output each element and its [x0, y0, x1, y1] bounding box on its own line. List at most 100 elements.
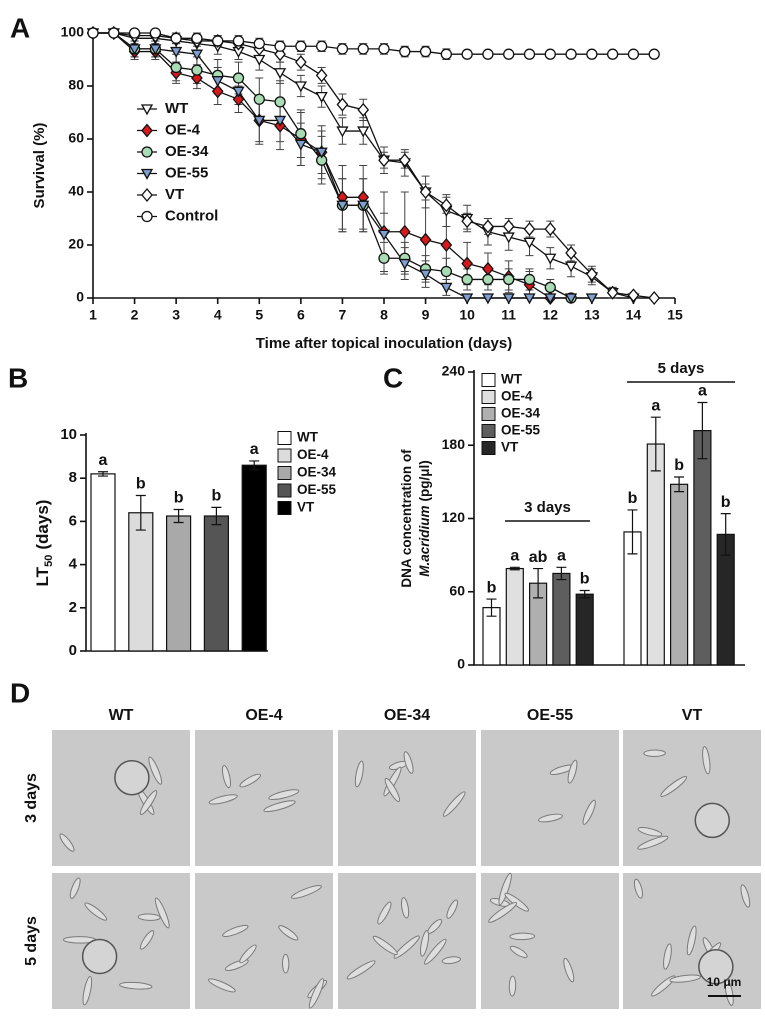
legend-swatch	[481, 407, 496, 421]
y-tick-label: 60	[68, 130, 84, 146]
bar	[90, 473, 116, 652]
cell	[509, 932, 536, 941]
marker	[627, 288, 640, 303]
marker	[273, 68, 287, 80]
marker	[378, 252, 390, 264]
x-tick-label: 14	[626, 307, 642, 323]
legend-swatch	[277, 448, 292, 463]
cell	[222, 924, 249, 937]
cell	[442, 791, 466, 817]
x-tick-label: 13	[584, 307, 600, 323]
marker	[482, 261, 494, 276]
marker	[170, 61, 182, 74]
marker	[232, 72, 245, 84]
cell	[59, 833, 75, 852]
error-bar	[211, 506, 222, 526]
marker	[315, 91, 328, 103]
marker	[440, 265, 453, 278]
marker	[461, 48, 473, 60]
bar	[669, 483, 689, 666]
x-tick-label: 2	[131, 307, 139, 323]
marker	[232, 35, 245, 47]
cell	[427, 919, 443, 934]
significance-letter: a	[651, 397, 660, 414]
panel-label: C	[383, 362, 403, 393]
significance-letter: a	[557, 548, 566, 565]
group-label: 3 days	[524, 499, 571, 516]
y-axis-label: LT50 (days)	[33, 500, 54, 587]
bar	[552, 572, 571, 666]
marker	[398, 224, 411, 239]
error-bar	[650, 416, 661, 472]
marker	[523, 237, 536, 249]
panel-label: B	[8, 362, 28, 393]
marker	[315, 40, 328, 52]
marker	[419, 232, 432, 247]
x-tick-label: 11	[501, 307, 516, 323]
marker	[419, 184, 432, 200]
cell	[268, 789, 300, 800]
bar	[166, 515, 192, 652]
legend-label: VT	[165, 186, 184, 203]
cell	[393, 935, 420, 959]
marker	[253, 54, 266, 66]
marker	[419, 45, 432, 58]
error-bar	[720, 513, 731, 556]
marker	[378, 43, 390, 55]
y-axis-label-unit: (days)	[33, 500, 52, 550]
cell	[139, 790, 158, 815]
cell	[384, 777, 401, 803]
y-tick-label: 0	[76, 289, 84, 305]
significance-letter: b	[487, 579, 497, 596]
error-bar	[509, 566, 520, 571]
y-axis-label: DNA concentration of M.acridium (pg/μl)	[399, 449, 432, 588]
legend-label: VT	[297, 500, 315, 515]
row-label: 5 days	[23, 916, 40, 966]
marker	[648, 290, 661, 306]
y-axis-label-italic: M.acridium	[417, 505, 432, 576]
legend-label: OE-34	[501, 406, 541, 421]
y-tick-label: 10	[60, 426, 77, 443]
column-label: WT	[109, 707, 134, 724]
marker	[357, 200, 370, 212]
error-bar	[556, 566, 567, 581]
marker	[523, 222, 536, 237]
cell	[643, 749, 666, 757]
marker	[440, 237, 453, 253]
cell	[702, 746, 711, 775]
error-bar	[674, 476, 685, 493]
marker	[253, 93, 265, 105]
micrograph	[481, 730, 619, 866]
y-tick-label: 6	[69, 512, 77, 529]
cell	[441, 956, 461, 965]
y-tick-label: 180	[442, 436, 466, 452]
marker	[295, 55, 307, 70]
marker	[481, 293, 495, 305]
panel-label: D	[10, 677, 30, 708]
bar	[203, 515, 229, 652]
bar	[128, 512, 154, 652]
bar	[505, 567, 524, 666]
y-tick-label: 20	[68, 236, 84, 252]
spore	[698, 949, 734, 985]
legend-label: WT	[165, 100, 188, 117]
marker	[87, 27, 99, 39]
cell	[538, 813, 564, 823]
marker	[274, 40, 286, 52]
marker	[586, 48, 598, 60]
marker	[544, 293, 557, 305]
marker	[128, 27, 141, 39]
significance-letter: b	[212, 488, 222, 505]
marker	[212, 35, 224, 47]
legend-label: OE-4	[165, 121, 201, 138]
marker	[378, 153, 390, 168]
marker	[108, 27, 120, 39]
marker	[294, 139, 307, 151]
micrograph	[338, 873, 476, 1009]
cell	[308, 978, 325, 1009]
cell	[446, 899, 458, 919]
marker	[336, 43, 349, 55]
cell	[400, 897, 410, 919]
significance-letter: b	[580, 571, 590, 588]
